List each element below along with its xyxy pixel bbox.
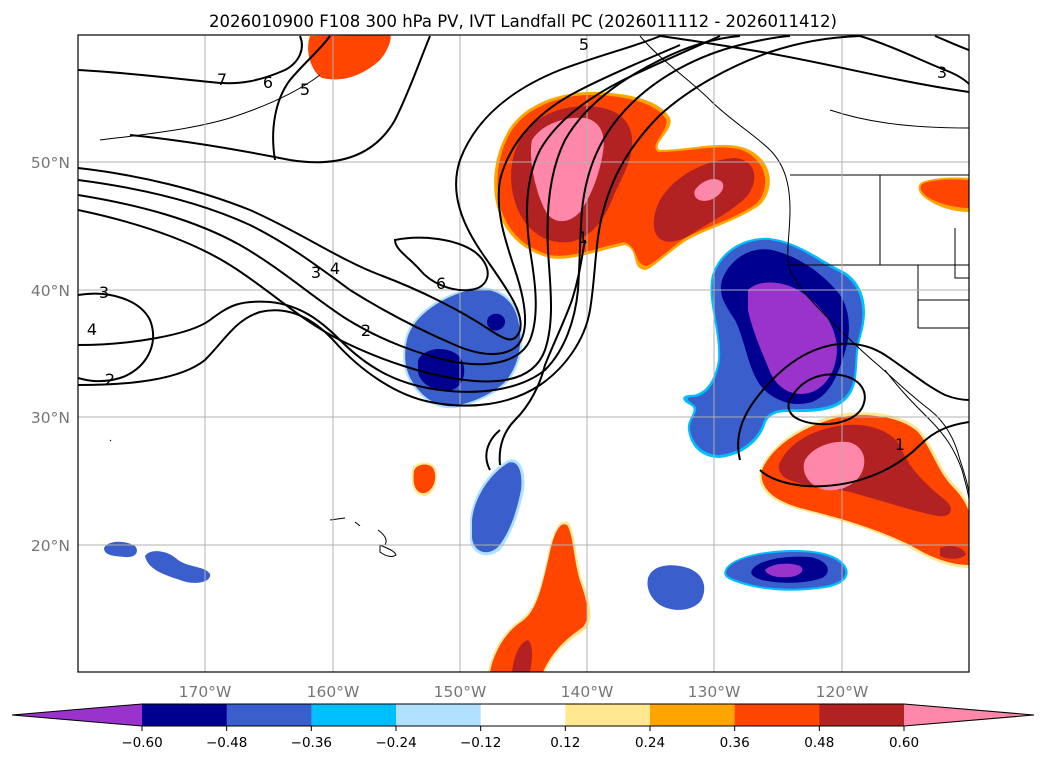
pv-contour [659, 35, 969, 93]
pv-contour [78, 35, 741, 383]
pv-contour [129, 35, 431, 164]
pv-contour [78, 292, 155, 383]
colorbar-segment [819, 704, 905, 726]
lat-tick-label: 20°N [31, 537, 70, 555]
colorbar-segment [226, 704, 312, 726]
colorbar-segment [311, 704, 397, 726]
pv-contour [78, 35, 303, 85]
pv-contour-label: 4 [330, 259, 340, 278]
lon-tick-label: 170°W [179, 683, 232, 701]
colorbar-segment [650, 704, 736, 726]
lat-tick-label: 40°N [31, 282, 70, 300]
colorbar-tick-label: 0.36 [720, 735, 750, 751]
colorbar-tick-label: 0.12 [550, 735, 580, 751]
pv-contour [78, 35, 661, 341]
pv-contour-label: 5 [579, 35, 589, 54]
lon-tick-label: 160°W [307, 683, 360, 701]
colorbar-segment [734, 704, 820, 726]
map-frame [77, 34, 970, 673]
ivt-positive-blob-baja [759, 412, 969, 568]
pv-contour-label: 6 [436, 274, 446, 293]
pv-contour [78, 35, 861, 407]
colorbar-segment [396, 704, 482, 726]
ivt-positive-blob-small [411, 462, 437, 497]
lon-tick-label: 140°W [561, 683, 614, 701]
pv-contour-label: 3 [311, 263, 321, 282]
longitude-labels: 170°W 160°W 150°W 140°W 130°W 120°W [179, 683, 869, 701]
pv-contour-label: 1 [895, 435, 905, 454]
ivt-positive-blob-south [488, 521, 591, 672]
ivt-negative-blob-south-central [470, 459, 525, 556]
colorbar-tick-label: 0.24 [635, 735, 665, 751]
pv-contour-label: 1 [578, 228, 588, 247]
pv-contour-labels: 7 6 5 4 3 2 1 6 4 3 3 2 5 1 [87, 35, 947, 454]
colorbar-segment [142, 704, 228, 726]
pv-contour [393, 236, 489, 292]
pv-contour-label: 2 [105, 370, 115, 389]
gridlines [78, 35, 969, 672]
pv-contour [787, 373, 866, 426]
colorbar-segment [565, 704, 651, 726]
ivt-negative-blob-southeast [647, 550, 848, 610]
colorbar-extend-high [904, 704, 1034, 726]
figure-title: 2026010900 F108 300 hPa PV, IVT Landfall… [209, 12, 837, 31]
colorbar-tick-label: 0.48 [804, 735, 834, 751]
ivt-positive-blob-alaska [308, 35, 391, 80]
pv-contour [737, 342, 969, 461]
pv-contours [78, 35, 969, 488]
colorbar-tick-label: −0.12 [460, 735, 501, 751]
pv-contour [859, 35, 969, 85]
pv-contour-label: 3 [99, 283, 109, 302]
colorbar-extend-low [12, 704, 142, 726]
coastlines [99, 35, 969, 557]
pv-contour-label: 3 [937, 63, 947, 82]
colorbar-tick-label: −0.48 [206, 735, 247, 751]
map-panel: 7 6 5 4 3 2 1 6 4 3 3 2 5 1 [77, 34, 970, 673]
colorbar-tick-label: 0.60 [889, 735, 919, 751]
lon-tick-label: 150°W [434, 683, 487, 701]
colorbar-tick-label: −0.24 [375, 735, 416, 751]
lon-tick-label: 130°W [688, 683, 741, 701]
ivt-positive-blob-northeast [918, 177, 969, 212]
colorbar: −0.60 −0.48 −0.36 −0.24 −0.12 0.12 0.24 0.36 0.4… [11, 703, 1035, 751]
lon-tick-label: 120°W [816, 683, 869, 701]
pv-contour [934, 35, 969, 51]
pv-contour-label: 5 [300, 80, 310, 99]
ivt-negative-blob-west [104, 541, 211, 583]
ivt-negative-blob-california [683, 237, 865, 458]
ivt-positive-blob-gulf-of-alaska [494, 91, 770, 270]
pv-contour-label: 2 [361, 321, 371, 340]
pv-contour [272, 35, 331, 161]
lat-tick-label: 50°N [31, 154, 70, 172]
colorbar-segment [480, 704, 566, 726]
pv-contour-label: 6 [263, 73, 273, 92]
colorbar-tick-label: −0.36 [291, 735, 332, 751]
pv-contour [78, 35, 791, 393]
pv-contour [78, 35, 721, 366]
pv-contour [498, 239, 586, 466]
latitude-labels: 50°N 40°N 30°N 20°N [31, 154, 70, 555]
pv-contour [485, 429, 501, 471]
colorbar-tick-label: −0.60 [121, 735, 162, 751]
lat-tick-label: 30°N [31, 409, 70, 427]
pv-contour [759, 421, 969, 488]
pv-contour-label: 7 [217, 70, 227, 89]
pv-contour-label: 4 [87, 320, 97, 339]
pv-contour [78, 44, 681, 355]
